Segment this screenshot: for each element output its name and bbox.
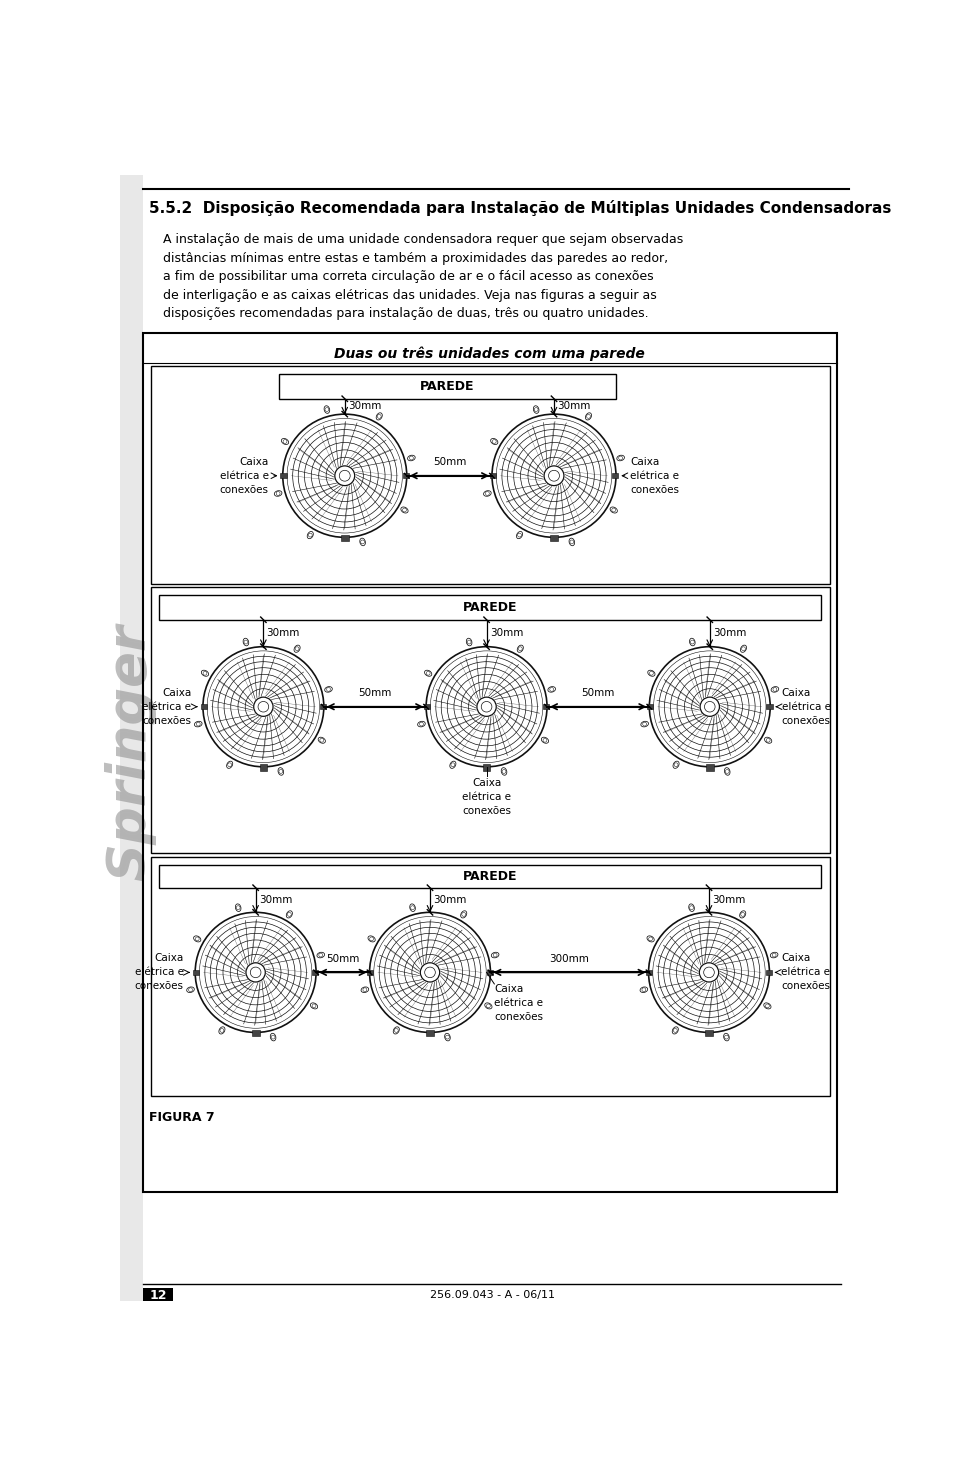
Circle shape xyxy=(699,963,719,982)
Text: disposições recomendadas para instalação de duas, três ou quatro unidades.: disposições recomendadas para instalação… xyxy=(162,307,648,320)
Circle shape xyxy=(253,697,273,716)
Bar xyxy=(766,705,773,709)
Text: A instalação de mais de uma unidade condensadora requer que sejam observadas: A instalação de mais de uma unidade cond… xyxy=(162,234,683,246)
Text: 5.5.2  Disposição Recomendada para Instalação de Múltiplas Unidades Condensadora: 5.5.2 Disposição Recomendada para Instal… xyxy=(150,200,892,216)
Bar xyxy=(280,474,287,478)
Bar xyxy=(543,705,549,709)
Bar xyxy=(193,969,199,975)
Bar xyxy=(550,535,558,541)
Bar xyxy=(341,535,348,541)
Circle shape xyxy=(251,966,261,978)
Circle shape xyxy=(339,471,350,481)
Bar xyxy=(403,474,409,478)
Bar xyxy=(151,367,829,583)
Bar xyxy=(612,474,618,478)
Circle shape xyxy=(477,697,496,716)
Circle shape xyxy=(481,702,492,712)
Text: Duas ou três unidades com uma parede: Duas ou três unidades com uma parede xyxy=(334,346,645,361)
Text: Springer: Springer xyxy=(104,624,156,882)
Bar xyxy=(151,857,829,1095)
Bar xyxy=(706,1031,713,1037)
Text: de interligação e as caixas elétricas das unidades. Veja nas figuras a seguir as: de interligação e as caixas elétricas da… xyxy=(162,288,657,301)
Circle shape xyxy=(704,966,714,978)
Circle shape xyxy=(544,466,564,485)
Bar xyxy=(423,705,430,709)
Bar xyxy=(765,969,772,975)
Text: 50mm: 50mm xyxy=(582,689,614,699)
Text: Caixa
elétrica e
conexões: Caixa elétrica e conexões xyxy=(781,953,830,991)
Text: Caixa
elétrica e
conexões: Caixa elétrica e conexões xyxy=(142,687,191,725)
Bar xyxy=(143,333,837,1192)
Text: PAREDE: PAREDE xyxy=(420,380,474,393)
Bar xyxy=(490,474,496,478)
Text: 256.09.043 - A - 06/11: 256.09.043 - A - 06/11 xyxy=(429,1289,555,1300)
Circle shape xyxy=(335,466,354,485)
Bar xyxy=(312,969,319,975)
Text: 30mm: 30mm xyxy=(490,629,523,639)
Bar xyxy=(487,969,492,975)
Text: Caixa
elétrica e
conexões: Caixa elétrica e conexões xyxy=(220,456,269,494)
Bar xyxy=(259,765,267,770)
Text: 50mm: 50mm xyxy=(326,953,359,963)
Text: Caixa
elétrica e
conexões: Caixa elétrica e conexões xyxy=(134,953,183,991)
Circle shape xyxy=(705,702,715,712)
Bar xyxy=(426,1031,434,1037)
Text: distâncias mínimas entre estas e também a proximidades das paredes ao redor,: distâncias mínimas entre estas e também … xyxy=(162,251,668,265)
Circle shape xyxy=(258,702,269,712)
Text: a fim de possibilitar uma correta circulação de ar e o fácil acesso as conexões: a fim de possibilitar uma correta circul… xyxy=(162,270,653,284)
Bar xyxy=(158,864,822,887)
Text: 50mm: 50mm xyxy=(358,689,392,699)
Text: 30mm: 30mm xyxy=(712,895,746,905)
Bar xyxy=(120,175,143,1301)
Bar xyxy=(706,765,713,770)
Text: 30mm: 30mm xyxy=(348,402,381,411)
Circle shape xyxy=(424,966,435,978)
Bar xyxy=(647,705,653,709)
Bar xyxy=(158,595,822,620)
Circle shape xyxy=(420,963,440,982)
Text: 300mm: 300mm xyxy=(549,953,589,963)
Text: Caixa
elétrica e
conexões: Caixa elétrica e conexões xyxy=(494,984,543,1022)
Text: Caixa
elétrica e
conexões: Caixa elétrica e conexões xyxy=(781,687,830,725)
Bar xyxy=(483,765,491,770)
Text: Caixa
elétrica e
conexões: Caixa elétrica e conexões xyxy=(630,456,679,494)
Bar xyxy=(151,588,829,852)
Text: FIGURA 7: FIGURA 7 xyxy=(150,1111,215,1124)
Text: 12: 12 xyxy=(149,1288,167,1301)
Bar xyxy=(278,374,616,399)
Text: PAREDE: PAREDE xyxy=(463,870,517,883)
Text: 30mm: 30mm xyxy=(433,895,467,905)
Text: 30mm: 30mm xyxy=(259,895,292,905)
Text: PAREDE: PAREDE xyxy=(463,601,517,614)
Bar xyxy=(320,705,326,709)
Bar xyxy=(368,969,373,975)
Bar xyxy=(143,1288,173,1303)
Text: 30mm: 30mm xyxy=(557,402,590,411)
Circle shape xyxy=(548,471,560,481)
Text: Caixa
elétrica e
conexões: Caixa elétrica e conexões xyxy=(462,778,511,816)
Bar xyxy=(646,969,653,975)
Text: 30mm: 30mm xyxy=(713,629,746,639)
Text: 30mm: 30mm xyxy=(267,629,300,639)
Bar xyxy=(201,705,206,709)
Circle shape xyxy=(246,963,265,982)
Circle shape xyxy=(700,697,719,716)
Bar xyxy=(252,1031,259,1037)
Text: 50mm: 50mm xyxy=(433,458,466,468)
